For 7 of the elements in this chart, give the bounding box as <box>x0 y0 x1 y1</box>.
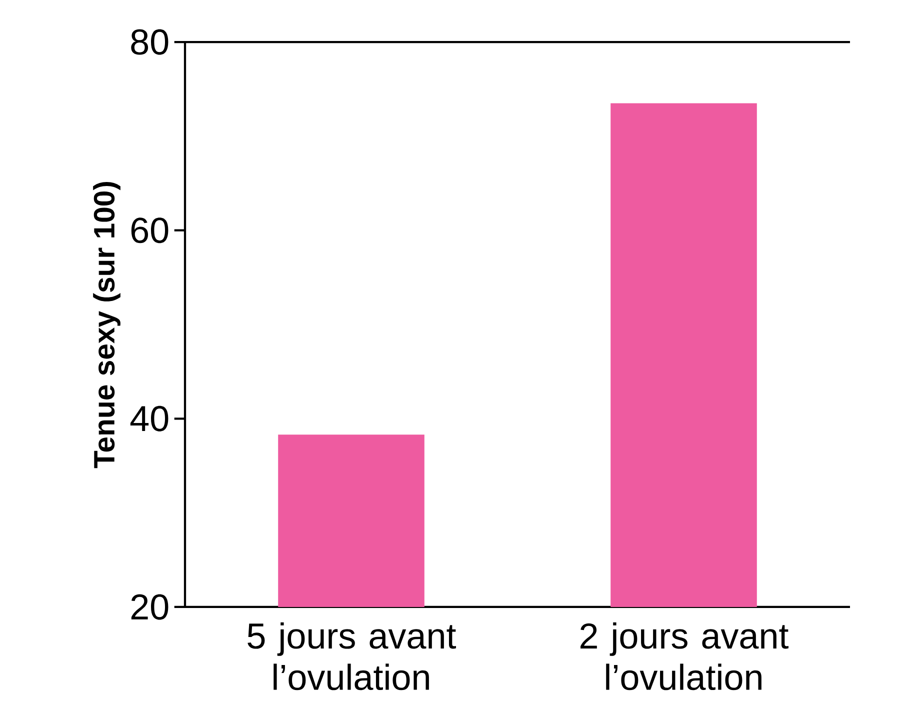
x-tick-label: 2 jours avant l’ovulation <box>580 622 788 690</box>
y-axis-title: Tenue sexy (sur 100) <box>93 182 120 468</box>
y-tick-label: 80 <box>131 29 168 55</box>
y-tick-label: 60 <box>131 218 168 244</box>
y-tick-label: 20 <box>131 594 168 620</box>
y-tick-label: 40 <box>130 406 168 432</box>
x-tick-label: 5 jours avant l’ovulation <box>248 622 456 690</box>
